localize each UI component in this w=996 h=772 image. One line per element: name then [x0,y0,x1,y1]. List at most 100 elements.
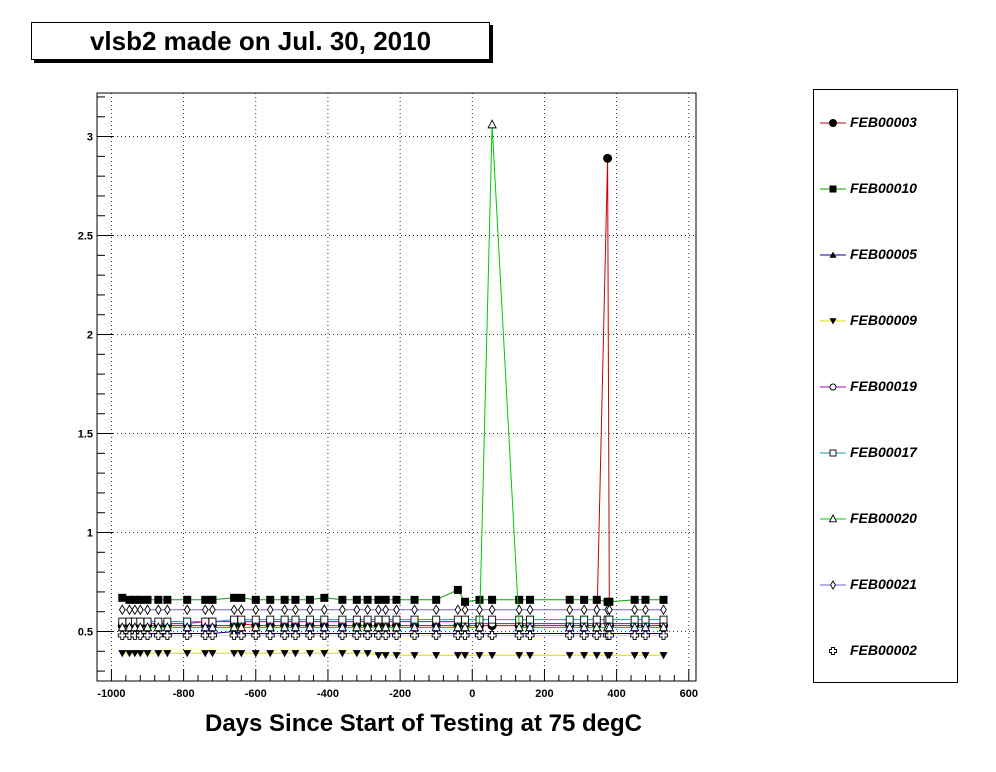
data-point-FEB00010 [237,593,246,602]
data-point-FEB00010 [183,595,192,604]
data-point-FEB00021 [566,604,574,616]
data-point-FEB00021 [126,604,133,616]
legend-label: FEB00010 [850,180,917,196]
data-point-FEB00020 [579,622,589,632]
data-point-FEB00010 [251,595,260,604]
data-point-FEB00010 [130,595,139,604]
data-point-FEB00009 [136,650,145,658]
y-tick-label: 0.5 [78,627,93,639]
data-point-FEB00002 [392,631,401,640]
data-point-FEB00009 [641,652,650,660]
data-point-FEB00002 [525,631,535,640]
data-point-FEB00002 [453,631,463,640]
legend-entry-FEB00009: FEB00009 [814,309,957,333]
series-FEB00009 [118,650,668,660]
y-tick-label: 1 [87,528,93,540]
series-FEB00010 [118,585,668,606]
data-point-FEB00010 [410,595,419,604]
data-point-FEB00021 [411,604,418,616]
data-point-FEB00009 [230,650,239,658]
data-point-FEB00020 [135,622,146,632]
series-line-FEB00010 [122,589,664,603]
legend-marker-FEB00002 [829,647,837,655]
data-point-FEB00010 [659,595,668,604]
data-point-FEB00009 [266,650,275,658]
legend-marker-FEB00009 [829,318,837,325]
data-point-FEB00020 [182,622,192,632]
data-point-FEB00021 [155,604,162,616]
legend-marker-FEB00005 [829,251,837,258]
data-point-FEB00021 [183,604,191,616]
data-point-FEB00010 [630,595,639,604]
data-point-FEB00010 [320,593,329,602]
x-tick-label: -1000 [97,688,125,700]
series-FEB00002 [117,631,668,640]
data-point-FEB00009 [291,650,300,658]
data-point-FEB00021 [292,604,299,616]
data-point-FEB00002 [410,631,419,640]
data-point-FEB00002 [604,631,614,640]
data-point-FEB00010 [432,595,441,604]
data-point-FEB00020 [453,622,463,632]
data-point-FEB00010 [136,595,145,604]
data-point-FEB00010 [163,595,172,604]
data-point-FEB00021 [252,604,260,616]
x-tick-label: -800 [173,688,195,700]
data-point-FEB00020 [431,622,441,632]
data-point-FEB00010 [201,595,210,604]
legend-marker-FEB00021 [830,580,836,590]
series-layer [117,119,669,660]
data-point-FEB00020 [460,622,470,632]
data-point-FEB00020 [487,119,497,129]
series-line-FEB00020 [122,124,664,628]
legend-label: FEB00005 [850,246,917,262]
data-point-FEB00020 [391,622,402,632]
data-point-FEB00009 [488,652,497,660]
data-point-FEB00020 [229,622,239,632]
data-point-FEB00010 [453,585,462,594]
data-point-FEB00002 [117,631,127,640]
data-point-FEB00002 [143,631,152,640]
series-line-FEB00017 [122,619,664,623]
data-point-FEB00010 [125,595,134,604]
data-point-FEB00010 [515,595,524,604]
data-point-FEB00021 [606,604,613,616]
data-point-FEB00010 [392,595,401,604]
x-tick-label: 600 [680,688,698,700]
data-point-FEB00020 [251,622,261,632]
data-point-FEB00002 [565,631,575,640]
data-point-FEB00009 [154,650,163,658]
x-tick-label: -400 [317,688,339,700]
series-FEB00003 [117,153,669,631]
data-point-FEB00002 [374,631,383,640]
legend-swatch [820,185,846,193]
data-point-FEB00002 [475,631,484,640]
series-line-FEB00003 [122,158,664,627]
series-FEB00021 [118,604,667,616]
data-point-FEB00020 [305,622,315,632]
data-point-FEB00021 [266,604,274,616]
legend: FEB00003 FEB00010 FEB00005 FEB00009 FEB00019… [813,89,958,683]
legend-entry-FEB00020: FEB00020 [814,507,957,531]
legend-label: FEB00017 [850,444,917,460]
data-point-FEB00002 [460,631,470,640]
data-point-FEB00021 [281,604,288,616]
data-point-FEB00010 [118,593,127,602]
data-point-FEB00020 [319,622,330,632]
data-point-FEB00020 [279,622,290,632]
data-point-FEB00002 [381,631,391,640]
data-point-FEB00020 [525,622,535,632]
legend-entry-FEB00002: FEB00002 [814,639,957,663]
data-point-FEB00009 [475,652,484,660]
data-point-FEB00021 [631,604,638,616]
data-point-FEB00021 [201,604,209,616]
data-point-FEB00020 [207,622,218,632]
data-point-FEB00009 [461,652,470,660]
data-point-FEB00002 [363,631,373,640]
data-point-FEB00020 [153,622,164,632]
legend-label: FEB00019 [850,378,917,394]
data-point-FEB00002 [514,631,524,640]
data-point-FEB00002 [630,631,640,640]
data-point-FEB00009 [453,652,462,660]
data-point-FEB00010 [381,595,390,604]
